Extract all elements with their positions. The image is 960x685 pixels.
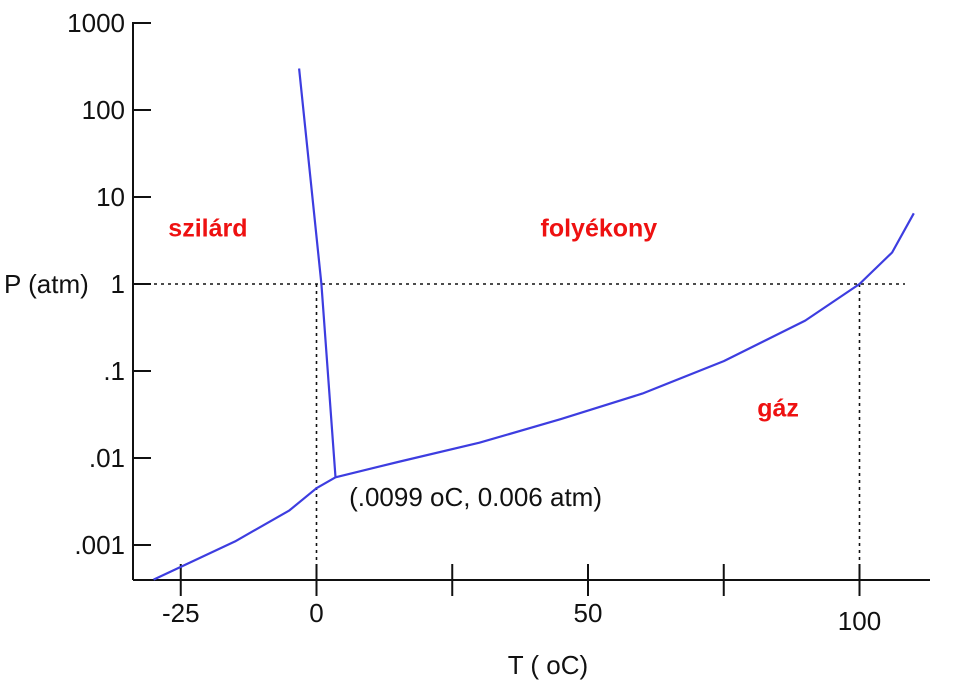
- x-tick-label: 0: [309, 598, 323, 628]
- axes: [132, 22, 930, 581]
- region-label: szilárd: [168, 215, 247, 243]
- y-axis-label: P (atm): [4, 269, 89, 299]
- melting-curve: [298, 68, 337, 478]
- tick-marks: 1000 100 10 1 .1 .01 .001 -25 0 50 100: [67, 8, 881, 636]
- chart-labels: P (atm) T ( oC): [4, 269, 588, 680]
- region-label: folyékony: [541, 215, 658, 243]
- region-label: gáz: [757, 394, 799, 422]
- phase-boundary-curves: [153, 68, 915, 581]
- y-tick-label: 10: [96, 182, 125, 212]
- phase-region-labels: szilárd folyékony gáz: [168, 215, 799, 423]
- x-tick-label: 100: [838, 606, 881, 636]
- y-tick-label: 1: [111, 269, 125, 299]
- y-tick-label: .01: [89, 443, 125, 473]
- y-tick-label: .1: [103, 356, 125, 386]
- vaporization-curve: [153, 212, 915, 581]
- y-tick-label: 1000: [67, 8, 125, 38]
- guide-lines: [133, 283, 905, 580]
- x-tick-label: 50: [574, 598, 603, 628]
- y-tick-label: .001: [74, 530, 125, 560]
- y-tick-label: 100: [82, 95, 125, 125]
- x-axis-label: T ( oC): [508, 650, 588, 680]
- x-tick-label: -25: [162, 598, 200, 628]
- triple-point-label: (.0099 oC, 0.006 atm): [349, 482, 602, 512]
- annotations: (.0099 oC, 0.006 atm): [349, 482, 602, 512]
